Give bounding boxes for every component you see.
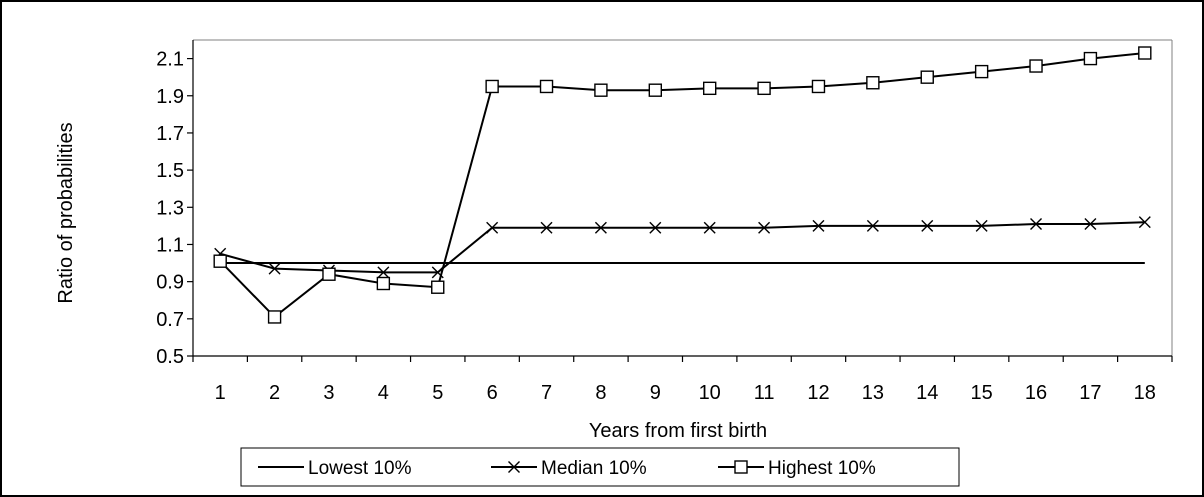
y-axis-title: Ratio of probabilities: [55, 122, 77, 303]
marker-stroke: [649, 221, 662, 234]
marker-stroke: [866, 219, 879, 232]
legend-item: Lowest 10%: [258, 458, 412, 479]
data-point: [431, 280, 445, 294]
data-point: [703, 221, 716, 234]
x-tick-label: 16: [1025, 382, 1047, 404]
data-point: [866, 76, 880, 90]
data-point: [1084, 218, 1097, 231]
data-point: [485, 79, 499, 94]
x-tick-label: 5: [432, 382, 443, 404]
data-point: [1030, 218, 1043, 231]
data-point: [1138, 46, 1152, 60]
y-tick-label: 0.7: [156, 309, 184, 331]
marker-stroke: [486, 221, 499, 234]
y-tick-label: 0.5: [156, 346, 184, 368]
data-point: [213, 254, 227, 268]
data-point: [702, 81, 717, 96]
data-point: [757, 81, 771, 96]
data-point: [649, 221, 662, 234]
marker-stroke: [508, 461, 520, 473]
x-tick-label: 9: [650, 382, 661, 404]
marker-stroke: [268, 262, 281, 275]
marker-stroke: [703, 221, 716, 234]
x-tick-label: 1: [215, 382, 226, 404]
x-tick-label: 13: [862, 382, 884, 404]
marker-stroke: [758, 221, 771, 234]
legend-label: Highest 10%: [768, 458, 876, 479]
series-group: [213, 46, 1152, 324]
marker-stroke: [1030, 218, 1043, 231]
y-tick-label: 1.3: [156, 197, 184, 219]
data-point: [866, 219, 879, 232]
marker-stroke: [540, 221, 553, 234]
data-point: [539, 79, 554, 94]
marker-stroke: [594, 221, 607, 234]
legend-item: Median 10%: [491, 458, 647, 479]
data-point: [975, 219, 988, 232]
x-tick-label: 6: [487, 382, 498, 404]
x-tick-label: 10: [699, 382, 721, 404]
series-group: [214, 216, 1151, 279]
marker-stroke: [1138, 216, 1151, 229]
data-point: [921, 219, 934, 232]
x-tick-label: 17: [1079, 382, 1101, 404]
data-point: [811, 79, 826, 94]
series-line: [219, 52, 1145, 319]
x-tick-label: 2: [269, 382, 280, 404]
x-tick-label: 4: [378, 382, 389, 404]
x-tick-label: 11: [754, 382, 775, 404]
x-tick-label: 14: [916, 382, 938, 404]
data-point: [268, 262, 281, 275]
x-tick-label: 8: [595, 382, 606, 404]
x-tick-label: 15: [971, 382, 993, 404]
y-tick-label: 0.9: [156, 272, 184, 294]
marker-stroke: [431, 266, 444, 279]
legend-swatch-marker: [508, 461, 520, 473]
data-point: [322, 267, 336, 281]
data-point: [377, 266, 390, 279]
marker-stroke: [812, 219, 825, 232]
data-point: [758, 221, 771, 234]
data-point: [540, 221, 553, 234]
marker-stroke: [921, 219, 934, 232]
data-point: [594, 83, 608, 97]
y-tick-label: 1.7: [156, 123, 184, 145]
y-tick-label: 1.1: [156, 234, 184, 256]
marker-stroke: [975, 219, 988, 232]
data-point: [486, 221, 499, 234]
marker-stroke: [1084, 218, 1097, 231]
data-point: [376, 276, 391, 291]
data-point: [974, 64, 989, 79]
data-point: [648, 83, 663, 97]
y-tick-label: 2.1: [156, 49, 184, 71]
x-tick-label: 3: [323, 382, 334, 404]
x-tick-label: 7: [541, 382, 552, 404]
legend-label: Median 10%: [541, 458, 647, 479]
legend-item: Highest 10%: [718, 458, 876, 479]
x-tick-label: 12: [807, 382, 829, 404]
legend-label: Lowest 10%: [308, 458, 412, 479]
data-point: [812, 219, 825, 232]
legend-box: [240, 447, 960, 487]
legend-swatch-marker: [734, 460, 748, 474]
data-point: [1083, 51, 1098, 66]
series-line: [219, 221, 1145, 274]
data-point: [1138, 216, 1151, 229]
data-point: [1029, 59, 1043, 73]
x-tick-label: 18: [1134, 382, 1156, 404]
data-point: [267, 310, 282, 324]
y-tick-label: 1.5: [156, 160, 184, 182]
marker-stroke: [377, 266, 390, 279]
data-point: [594, 221, 607, 234]
data-point: [920, 70, 934, 84]
y-tick-label: 1.9: [156, 86, 184, 108]
x-axis-title: Years from first birth: [589, 420, 767, 442]
